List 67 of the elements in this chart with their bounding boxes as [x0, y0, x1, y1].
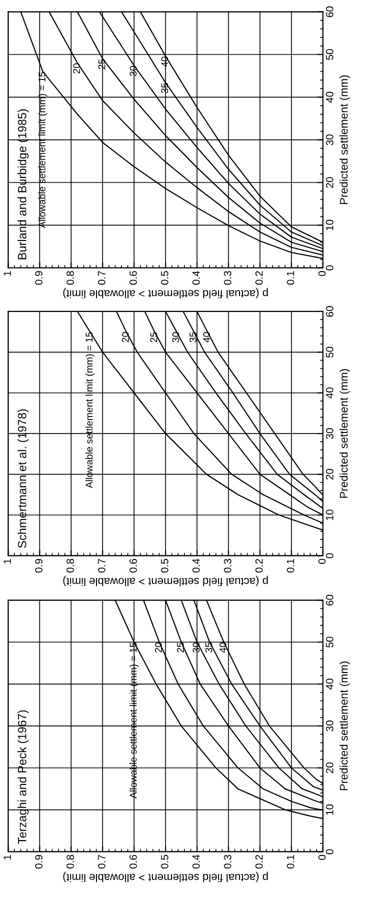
x-tick-label: 0.1 — [286, 271, 294, 285]
x-tick-label: 0.1 — [286, 854, 294, 869]
y-tick-label: 60 — [326, 6, 334, 18]
y-tick-label: 10 — [326, 220, 334, 230]
x-tick-label: 0.6 — [129, 271, 137, 285]
annotation: 25 — [150, 332, 158, 342]
x-tick-label: 0.3 — [224, 558, 232, 573]
x-axis-title: p (actual field settlement > allowable limit) — [63, 872, 268, 882]
y-axis-title: Predicted settlement (mm) — [340, 661, 350, 790]
y-tick-label: 50 — [326, 636, 334, 648]
y-axis-title: Predicted settlement (mm) — [340, 369, 350, 498]
x-tick-label: 0 — [318, 854, 326, 860]
x-tick-label: 0.8 — [66, 271, 74, 285]
y-tick-label: 0 — [326, 265, 334, 270]
x-tick-label: 0.2 — [255, 558, 263, 573]
x-tick-label: 1 — [4, 558, 11, 564]
text: Burland and Burbidge (1985) — [18, 109, 29, 260]
y-tick-label: 20 — [326, 468, 334, 480]
x-tick-label: 0.6 — [129, 854, 137, 869]
y-tick-label: 50 — [326, 49, 334, 60]
x-tick-label: 0.4 — [192, 270, 200, 285]
y-tick-label: 0 — [326, 553, 334, 558]
y-tick-label: 50 — [326, 346, 334, 358]
x-tick-label: 0.4 — [192, 854, 200, 869]
y-tick-label: 20 — [326, 762, 334, 774]
x-tick-label: 0.9 — [35, 854, 42, 869]
x-tick-label: 1 — [4, 854, 11, 860]
x-tick-label: 0.2 — [255, 271, 263, 285]
x-tick-label: 0 — [318, 558, 326, 564]
x-tick-label: 1 — [4, 271, 11, 276]
x-axis-title: p (actual field settlement > allowable limit) — [63, 576, 268, 586]
y-tick-label: 0 — [326, 849, 334, 854]
x-tick-label: 0.3 — [224, 854, 232, 869]
x-tick-label: 0.7 — [98, 558, 106, 573]
x-tick-label: 0.5 — [160, 854, 168, 869]
x-tick-label: 0.9 — [35, 558, 42, 573]
annotation: 30 — [192, 642, 200, 653]
x-tick-label: 0.6 — [129, 558, 137, 573]
y-tick-label: 30 — [326, 720, 334, 732]
y-tick-label: 20 — [326, 177, 334, 188]
x-tick-label: 0.7 — [98, 855, 106, 869]
y-tick-label: 10 — [326, 510, 334, 520]
x-axis-title: p (actual field settlement > allowable limit) — [63, 288, 268, 298]
x-tick-label: 0.7 — [98, 271, 106, 285]
annotation: 25 — [177, 642, 184, 652]
y-tick-label: 40 — [326, 387, 334, 398]
x-tick-label: 0 — [318, 271, 326, 276]
x-tick-label: 0.8 — [66, 558, 74, 573]
x-tick-label: 0.5 — [160, 271, 168, 285]
y-tick-label: 40 — [326, 92, 334, 103]
text: Terzaghi and Peck (1967) — [18, 710, 29, 844]
y-axis-title: Predicted settlement (mm) — [340, 75, 350, 204]
x-tick-label: 0.9 — [35, 271, 42, 285]
text: Schmertmann et al. (1978) — [18, 409, 29, 548]
x-tick-label: 0.1 — [286, 558, 294, 573]
x-tick-label: 0.4 — [192, 558, 200, 573]
y-tick-label: 30 — [326, 134, 334, 146]
y-tick-label: 60 — [326, 306, 334, 317]
y-tick-label: 10 — [326, 804, 334, 815]
y-tick-label: 60 — [326, 594, 334, 606]
x-tick-label: 0.8 — [66, 854, 74, 869]
x-tick-label: 0.2 — [255, 855, 263, 869]
y-tick-label: 30 — [326, 428, 334, 439]
x-tick-label: 0.3 — [224, 271, 232, 285]
annotation: 35 — [190, 332, 196, 342]
y-tick-label: 40 — [326, 678, 334, 690]
x-tick-label: 0.5 — [160, 558, 168, 573]
